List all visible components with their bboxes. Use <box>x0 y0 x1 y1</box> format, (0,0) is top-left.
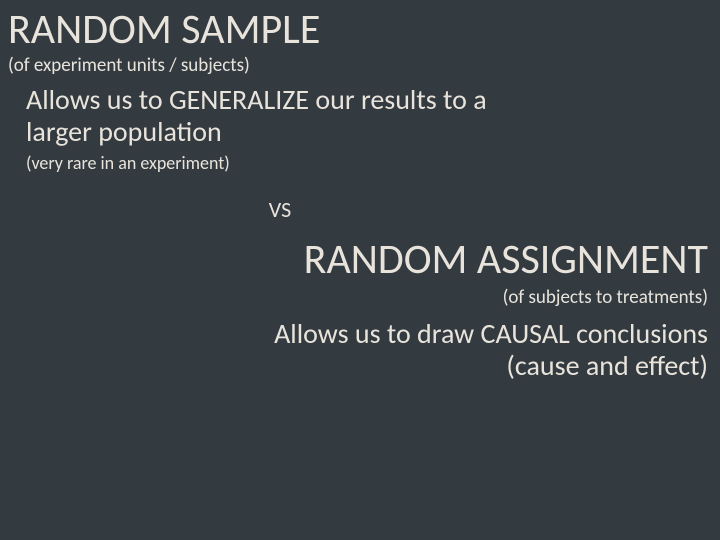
section1-note: (very rare in an experiment) <box>26 152 230 174</box>
section2-body-line2: (cause and effect) <box>506 348 708 383</box>
section1-body-line1: Allows us to GENERALIZE our results to a <box>26 82 487 117</box>
section2-body-line1: Allows us to draw CAUSAL conclusions <box>274 316 708 351</box>
section1-title: RANDOM SAMPLE <box>8 4 320 55</box>
section2-subtitle: (of subjects to treatments) <box>503 286 708 309</box>
section2-body: Allows us to draw CAUSAL conclusions (ca… <box>128 318 708 382</box>
section2-title: RANDOM ASSIGNMENT <box>304 234 708 285</box>
divider-vs: VS <box>0 196 720 223</box>
section1-body-line2: larger population <box>26 114 222 149</box>
section1-subtitle: (of experiment units / subjects) <box>8 54 250 77</box>
section1-body: Allows us to GENERALIZE our results to a… <box>26 84 646 148</box>
divider-vs-text: VS <box>269 196 291 223</box>
